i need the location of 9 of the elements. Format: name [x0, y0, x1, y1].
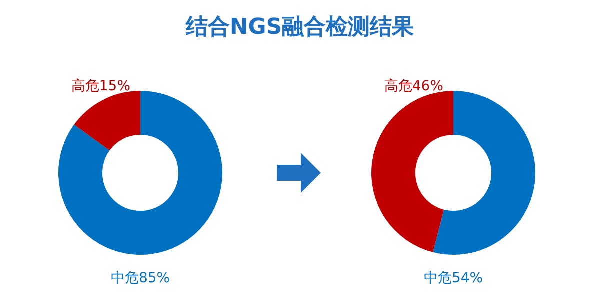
slice-label: 中危 [424, 270, 452, 287]
data-label: 54% [452, 270, 484, 287]
slice-label: 高危 [384, 78, 412, 95]
data-label: 46% [412, 78, 444, 95]
data-label: 15% [99, 78, 131, 95]
text: 结合NGS融合检测结果 [184, 14, 416, 42]
slice-label: 中危 [110, 270, 139, 287]
data-label: 85% [138, 270, 170, 287]
slice-label: 高危 [71, 78, 100, 95]
